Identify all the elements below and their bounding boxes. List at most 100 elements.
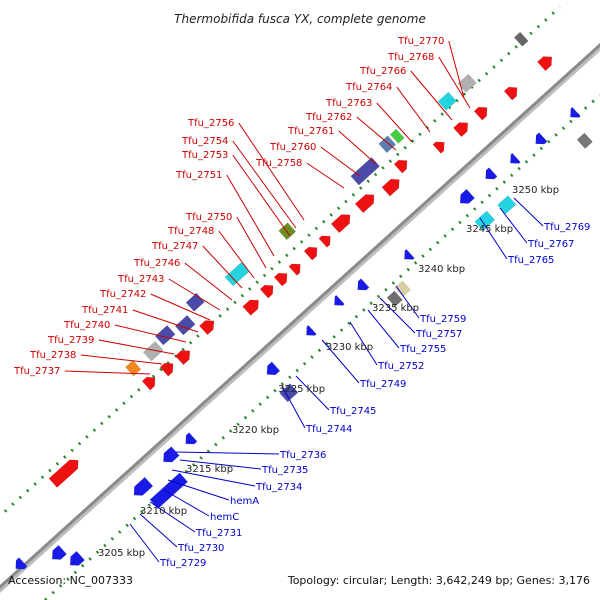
leader-line: [238, 122, 305, 221]
upper-gene-label: Tfu_2768: [387, 52, 434, 63]
leader-line: [376, 102, 413, 143]
gene-feature: [437, 91, 457, 111]
lower-gene-label: Tfu_2730: [177, 543, 224, 554]
leader-line: [202, 245, 243, 289]
upper-gene-label: Tfu_2740: [63, 320, 110, 331]
gene-feature: [242, 299, 259, 316]
gene-feature: [266, 361, 281, 376]
gene-feature: [279, 383, 299, 403]
lower-gene-label: Tfu_2765: [507, 255, 554, 266]
gene-feature: [51, 544, 67, 560]
leader-line: [349, 321, 378, 366]
label-leader-lines: [64, 40, 544, 563]
lower-gene-labels: Tfu_2769 Tfu_2767 Tfu_2765 Tfu_2759 Tfu_2757…: [159, 222, 590, 569]
upper-gene-label: Tfu_2764: [345, 82, 392, 93]
scale-label: 3230 kbp: [326, 342, 373, 353]
lower-gene-label: Tfu_2745: [329, 406, 376, 417]
upper-gene-label: Tfu_2747: [151, 241, 198, 252]
leader-line: [132, 309, 199, 333]
gene-feature: [199, 320, 215, 336]
lower-gene-label: Tfu_2757: [415, 329, 462, 340]
gene-feature: [473, 106, 488, 121]
gene-feature: [389, 128, 405, 144]
upper-gene-label: Tfu_2751: [175, 170, 222, 181]
gene-feature: [142, 341, 164, 362]
leader-line: [171, 469, 256, 487]
leader-line: [163, 489, 210, 517]
dotted-guide-line: [0, 5, 562, 518]
gene-feature: [163, 446, 180, 463]
upper-gene-label: Tfu_2763: [325, 98, 372, 109]
gene-feature: [259, 284, 274, 299]
leader-line: [80, 354, 163, 365]
gene-feature: [288, 263, 301, 276]
gene-feature: [334, 294, 345, 306]
gene-feature: [393, 159, 408, 174]
scale-label: 3245 kbp: [466, 224, 513, 235]
gene-feature: [432, 141, 445, 154]
gene-feature: [497, 195, 517, 215]
leader-line: [379, 297, 416, 334]
gene-feature: [457, 73, 477, 93]
gene-feature: [350, 157, 380, 186]
gene-feature: [330, 214, 351, 234]
dotted-guide-line: [43, 93, 600, 600]
gene-feature: [386, 290, 403, 307]
leader-line: [139, 513, 178, 548]
gene-feature: [15, 557, 28, 570]
leader-line: [479, 217, 508, 260]
scale-label: 3225 kbp: [278, 384, 325, 395]
gene-feature: [404, 248, 415, 260]
gene-feature: [273, 272, 288, 287]
upper-gene-labels: Tfu_2770 Tfu_2768 Tfu_2766 Tfu_2764 Tfu_2763…: [13, 36, 444, 377]
gene-feature: [48, 459, 79, 488]
upper-gene-label: Tfu_2743: [117, 274, 164, 285]
leader-line: [167, 479, 230, 501]
lower-gene-label: Tfu_2749: [359, 379, 406, 390]
topology-label: Topology: circular; Length: 3,642,249 bp…: [287, 574, 590, 587]
leader-line: [226, 174, 275, 257]
lower-gene-label: Tfu_2744: [305, 424, 352, 435]
lower-gene-label: Tfu_2731: [195, 528, 242, 539]
gene-feature: [318, 235, 331, 248]
gene-feature: [69, 550, 85, 566]
scale-label: 3210 kbp: [140, 506, 187, 517]
gene-feature: [159, 362, 174, 377]
leader-line: [232, 140, 297, 229]
leader-line: [438, 56, 471, 109]
gene-feature: [535, 132, 548, 145]
gene-feature: [357, 278, 370, 291]
scale-label: 3240 kbp: [418, 264, 465, 275]
leader-line: [218, 230, 255, 279]
leader-line: [513, 197, 544, 227]
leader-line: [232, 154, 291, 237]
lower-gene-label: Tfu_2767: [527, 239, 574, 250]
gene-features: [15, 31, 593, 570]
gene-feature: [354, 194, 375, 214]
upper-gene-label: Tfu_2754: [181, 136, 228, 147]
leader-line: [448, 40, 465, 99]
gene-feature: [185, 292, 205, 312]
leader-line: [499, 207, 528, 244]
gene-feature: [154, 325, 176, 346]
accession-label: Accession: NC_007333: [8, 574, 134, 587]
leader-line: [175, 451, 280, 455]
upper-gene-label: Tfu_2753: [181, 150, 228, 161]
leader-line: [338, 130, 377, 165]
map-title: Thermobifida fusca YX, complete genome: [174, 12, 426, 26]
gene-feature: [174, 315, 196, 336]
leader-line: [281, 385, 306, 429]
leader-line: [184, 262, 233, 301]
gene-feature: [394, 280, 411, 297]
leader-line: [295, 375, 330, 411]
scale-label: 3220 kbp: [232, 425, 279, 436]
gene-feature: [537, 56, 553, 72]
leader-line: [356, 116, 397, 151]
gene-feature: [133, 476, 154, 496]
upper-gene-label: Tfu_2748: [167, 226, 214, 237]
leader-line: [149, 501, 196, 533]
upper-gene-label: Tfu_2758: [255, 158, 302, 169]
gene-feature: [306, 324, 317, 336]
